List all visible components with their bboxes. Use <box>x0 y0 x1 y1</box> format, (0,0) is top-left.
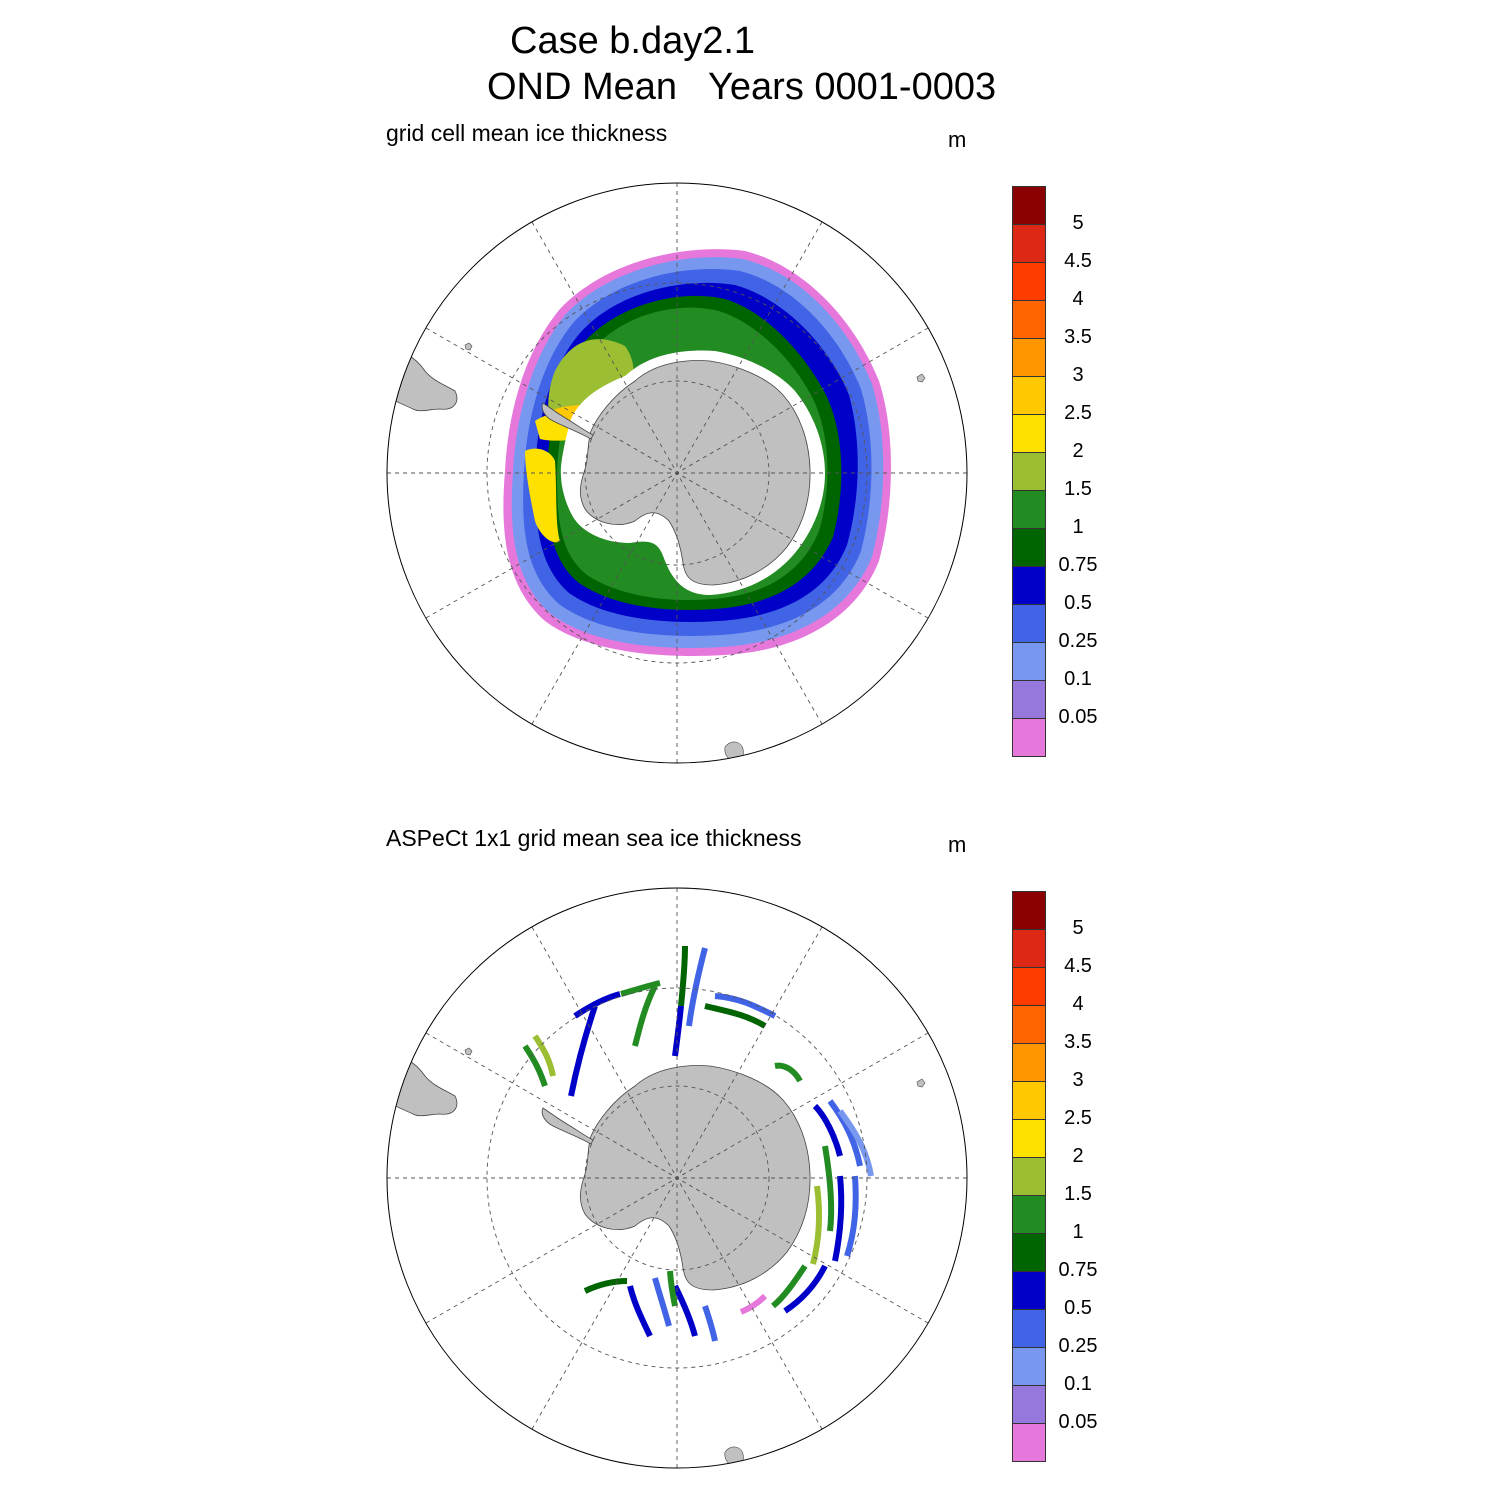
colorbar-label: 2 <box>1072 440 1084 462</box>
colorbar-label: 2.5 <box>1064 1107 1092 1129</box>
colorbar-label: 0.5 <box>1064 592 1092 614</box>
colorbar-label: 2 <box>1072 1145 1084 1167</box>
colorbar-label: 0.05 <box>1058 1411 1098 1433</box>
colorbar-swatch <box>1012 1081 1046 1120</box>
colorbar-swatch <box>1012 300 1046 339</box>
colorbar-swatch <box>1012 1423 1046 1462</box>
antarctica-land <box>580 1065 811 1291</box>
colorbar-label: 0.05 <box>1058 706 1098 728</box>
colorbar-label: 0.5 <box>1064 1297 1092 1319</box>
colorbar-swatch <box>1012 718 1046 757</box>
island-1 <box>464 1047 473 1056</box>
colorbar-swatch <box>1012 452 1046 491</box>
colorbar-swatch <box>1012 1043 1046 1082</box>
colorbar-label: 3.5 <box>1064 326 1092 348</box>
colorbar-swatch <box>1012 680 1046 719</box>
panel1-colorbar <box>1012 186 1046 757</box>
colorbar-swatch <box>1012 338 1046 377</box>
colorbar-swatch <box>1012 1347 1046 1386</box>
colorbar-label: 4.5 <box>1064 250 1092 272</box>
colorbar-label: 1.5 <box>1064 478 1092 500</box>
colorbar-label: 1 <box>1072 1221 1084 1243</box>
graticule <box>387 888 967 1468</box>
map-boundary <box>386 887 968 1469</box>
colorbar-label: 0.75 <box>1058 554 1098 576</box>
colorbar-swatch <box>1012 967 1046 1006</box>
colorbar-label: 3 <box>1072 364 1084 386</box>
ice-band-2 <box>525 409 624 543</box>
colorbar-swatch <box>1012 414 1046 453</box>
graticule <box>387 183 967 763</box>
colorbar-label: 1.5 <box>1064 1183 1092 1205</box>
island-1 <box>464 342 473 351</box>
panel1-units: m <box>948 127 967 152</box>
colorbar-swatch <box>1012 604 1046 643</box>
colorbar-swatch <box>1012 1157 1046 1196</box>
colorbar-swatch <box>1012 1119 1046 1158</box>
colorbar-swatch <box>1012 1005 1046 1044</box>
colorbar-swatch <box>1012 1233 1046 1272</box>
colorbar-swatch <box>1012 1195 1046 1234</box>
figure-title-line1: Case b.day2.1 <box>510 20 756 62</box>
antarctic-peninsula <box>541 402 594 440</box>
panel1-polar-map <box>386 182 968 764</box>
panel2-units: m <box>948 832 967 857</box>
colorbar-swatch <box>1012 891 1046 930</box>
panel2-title: ASPeCt 1x1 grid mean sea ice thickness <box>386 825 802 851</box>
panel2-polar-map <box>386 887 968 1469</box>
colorbar-swatch <box>1012 1385 1046 1424</box>
colorbar-swatch <box>1012 376 1046 415</box>
colorbar-label: 5 <box>1072 212 1084 234</box>
colorbar-label: 2.5 <box>1064 402 1092 424</box>
colorbar-swatch <box>1012 1309 1046 1348</box>
island-2 <box>916 1078 926 1088</box>
colorbar-label: 1 <box>1072 516 1084 538</box>
colorbar-label: 0.1 <box>1064 1373 1092 1395</box>
map-boundary <box>386 182 968 764</box>
panel1-title: grid cell mean ice thickness <box>386 120 668 146</box>
figure-title-line2: OND Mean Years 0001-0003 <box>487 66 997 108</box>
colorbar-swatch <box>1012 490 1046 529</box>
colorbar-swatch <box>1012 1271 1046 1310</box>
colorbar-label: 4.5 <box>1064 955 1092 977</box>
colorbar-label: 0.1 <box>1064 668 1092 690</box>
colorbar-swatch <box>1012 186 1046 225</box>
colorbar-label: 5 <box>1072 917 1084 939</box>
colorbar-label: 4 <box>1072 288 1084 310</box>
colorbar-label: 0.75 <box>1058 1259 1098 1281</box>
colorbar-swatch <box>1012 642 1046 681</box>
panel2-colorbar <box>1012 891 1046 1462</box>
colorbar-swatch <box>1012 262 1046 301</box>
antarctica-land <box>580 360 811 586</box>
colorbar-swatch <box>1012 566 1046 605</box>
colorbar-label: 3.5 <box>1064 1031 1092 1053</box>
island-2 <box>916 373 926 383</box>
colorbar-swatch <box>1012 929 1046 968</box>
colorbar-label: 0.25 <box>1058 1335 1098 1357</box>
colorbar-label: 4 <box>1072 993 1084 1015</box>
colorbar-swatch <box>1012 224 1046 263</box>
colorbar-swatch <box>1012 528 1046 567</box>
antarctic-peninsula <box>541 1107 594 1145</box>
colorbar-label: 0.25 <box>1058 630 1098 652</box>
colorbar-label: 3 <box>1072 1069 1084 1091</box>
